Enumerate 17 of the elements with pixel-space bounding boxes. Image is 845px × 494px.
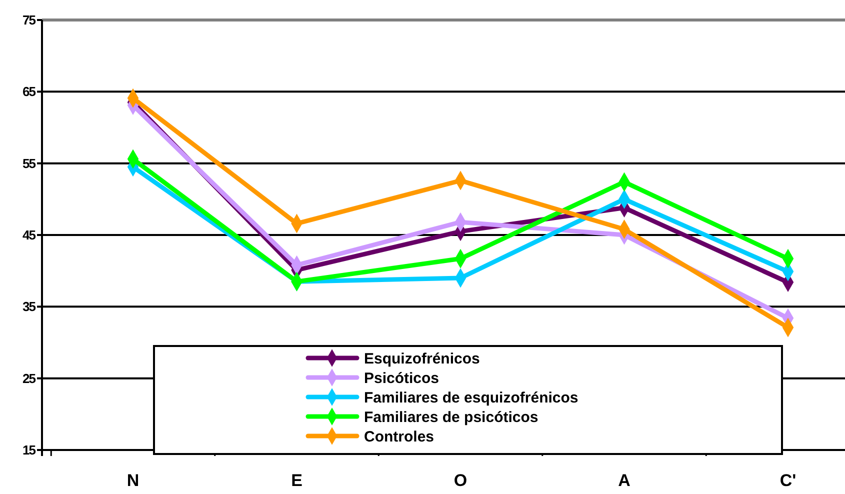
legend-label: Familiares de psicóticos xyxy=(364,408,538,426)
y-tick-label: 25 xyxy=(22,370,36,386)
y-tick-label: 15 xyxy=(22,442,36,458)
y-tick-label: 55 xyxy=(22,156,36,171)
x-tick-label: C' xyxy=(780,471,796,490)
x-tick-label: A xyxy=(618,471,630,490)
y-tick-label: 45 xyxy=(22,228,36,243)
y-tick-label: 35 xyxy=(22,299,36,314)
legend-label: Psicóticos xyxy=(364,370,440,387)
y-tick-label: 65 xyxy=(22,84,36,100)
x-tick-label: E xyxy=(291,471,302,490)
legend-label: Familiares de esquizofrénicos xyxy=(364,389,578,406)
y-tick-label: 75 xyxy=(22,12,36,28)
legend-label: Controles xyxy=(364,428,434,446)
legend-label: Esquizofrénicos xyxy=(364,350,480,368)
x-tick-label: N xyxy=(126,471,140,490)
x-tick-label: O xyxy=(454,471,468,490)
